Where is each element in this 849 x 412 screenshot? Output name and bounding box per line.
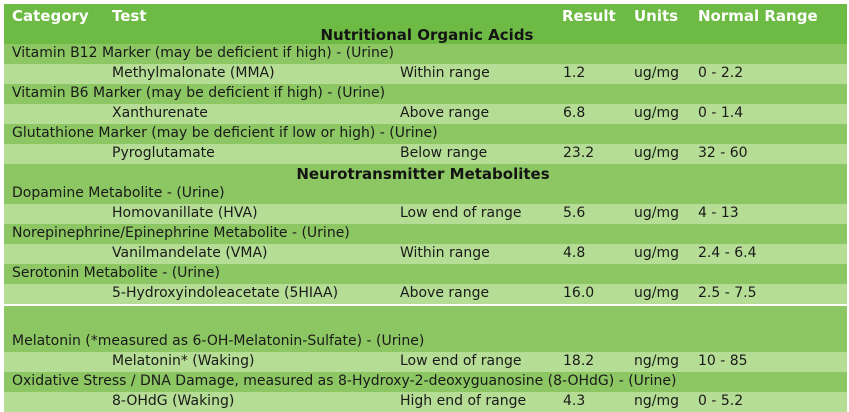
marker-row: Norepinephrine/Epinephrine Metabolite - … [4, 224, 847, 244]
test-name: Homovanillate (HVA) [112, 205, 258, 221]
section-header [4, 304, 847, 332]
test-name: 5-Hydroxyindoleacetate (5HIAA) [112, 285, 339, 301]
marker-label: Oxidative Stress / DNA Damage, measured … [12, 373, 677, 389]
result-value: 4.8 [563, 245, 586, 261]
marker-label: Vitamin B12 Marker (may be deficient if … [12, 45, 394, 61]
marker-label: Dopamine Metabolite - (Urine) [12, 185, 225, 201]
section-gap [4, 304, 847, 306]
normal-range-value: 0 - 5.2 [698, 393, 744, 409]
normal-range-value: 2.4 - 6.4 [698, 245, 757, 261]
result-value: 18.2 [563, 353, 595, 369]
units-value: ug/mg [634, 205, 680, 221]
status-text: Within range [400, 65, 490, 81]
marker-row: Vitamin B12 Marker (may be deficient if … [4, 44, 847, 64]
test-name: Xanthurenate [112, 105, 208, 121]
marker-row: Melatonin (*measured as 6-OH-Melatonin-S… [4, 332, 847, 352]
normal-range-value: 0 - 1.4 [698, 105, 744, 121]
header-test: Test [112, 7, 147, 25]
result-value: 6.8 [563, 105, 586, 121]
marker-label: Vitamin B6 Marker (may be deficient if h… [12, 85, 386, 101]
result-value: 23.2 [563, 145, 595, 161]
normal-range-value: 0 - 2.2 [698, 65, 744, 81]
status-text: Above range [400, 285, 490, 301]
status-text: Below range [400, 145, 488, 161]
normal-range-value: 4 - 13 [698, 205, 739, 221]
status-text: High end of range [400, 393, 527, 409]
test-name: 8-OHdG (Waking) [112, 393, 235, 409]
normal-range-value: 2.5 - 7.5 [698, 285, 757, 301]
result-value: 4.3 [563, 393, 586, 409]
section-title-nutritional: Nutritional Organic Acids [320, 26, 534, 44]
units-value: ug/mg [634, 285, 680, 301]
normal-range-value: 10 - 85 [698, 353, 748, 369]
table-row: 8-OHdG (Waking) High end of range 4.3 ng/mg… [4, 392, 847, 412]
table-header: Category Test Result Units Normal Range … [4, 4, 847, 44]
marker-row: Serotonin Metabolite - (Urine) [4, 264, 847, 284]
result-value: 5.6 [563, 205, 586, 221]
units-value: ug/mg [634, 65, 680, 81]
test-name: Vanilmandelate (VMA) [112, 245, 268, 261]
marker-row: Vitamin B6 Marker (may be deficient if h… [4, 84, 847, 104]
units-value: ng/mg [634, 393, 680, 409]
result-value: 16.0 [563, 285, 595, 301]
normal-range-value: 32 - 60 [698, 145, 748, 161]
test-name: Melatonin* (Waking) [112, 353, 255, 369]
header-result: Result [562, 7, 616, 25]
section-header: Neurotransmitter Metabolites [4, 164, 847, 184]
table-row: Methylmalonate (MMA) Within range 1.2 ug/mg… [4, 64, 847, 84]
units-value: ng/mg [634, 353, 680, 369]
status-text: Low end of range [400, 205, 522, 221]
table-row: Pyroglutamate Below range 23.2 ug/mg 32 - 60 [4, 144, 847, 164]
table-row: Melatonin* (Waking) Low end of range 18.2 n… [4, 352, 847, 372]
section-title: Neurotransmitter Metabolites [296, 165, 550, 183]
marker-label: Serotonin Metabolite - (Urine) [12, 265, 221, 281]
marker-row: Glutathione Marker (may be deficient if … [4, 124, 847, 144]
test-name: Pyroglutamate [112, 145, 215, 161]
marker-row: Oxidative Stress / DNA Damage, measured … [4, 372, 847, 392]
units-value: ug/mg [634, 145, 680, 161]
table-row: 5-Hydroxyindoleacetate (5HIAA) Above rang… [4, 284, 847, 304]
units-value: ug/mg [634, 105, 680, 121]
result-value: 1.2 [563, 65, 586, 81]
status-text: Low end of range [400, 353, 522, 369]
header-category: Category [12, 7, 89, 25]
marker-label: Melatonin (*measured as 6-OH-Melatonin-S… [12, 333, 425, 349]
marker-label: Norepinephrine/Epinephrine Metabolite - … [12, 225, 350, 241]
units-value: ug/mg [634, 245, 680, 261]
table-row: Xanthurenate Above range 6.8 ug/mg 0 - 1.4 [4, 104, 847, 124]
test-name: Methylmalonate (MMA) [112, 65, 275, 81]
marker-row: Dopamine Metabolite - (Urine) [4, 184, 847, 204]
status-text: Above range [400, 105, 490, 121]
table-row: Vanilmandelate (VMA) Within range 4.8 ug/mg… [4, 244, 847, 264]
header-normal-range: Normal Range [698, 7, 818, 25]
table-row: Homovanillate (HVA) Low end of range 5.6 ug… [4, 204, 847, 224]
status-text: Within range [400, 245, 490, 261]
marker-label: Glutathione Marker (may be deficient if … [12, 125, 438, 141]
header-units: Units [634, 7, 679, 25]
